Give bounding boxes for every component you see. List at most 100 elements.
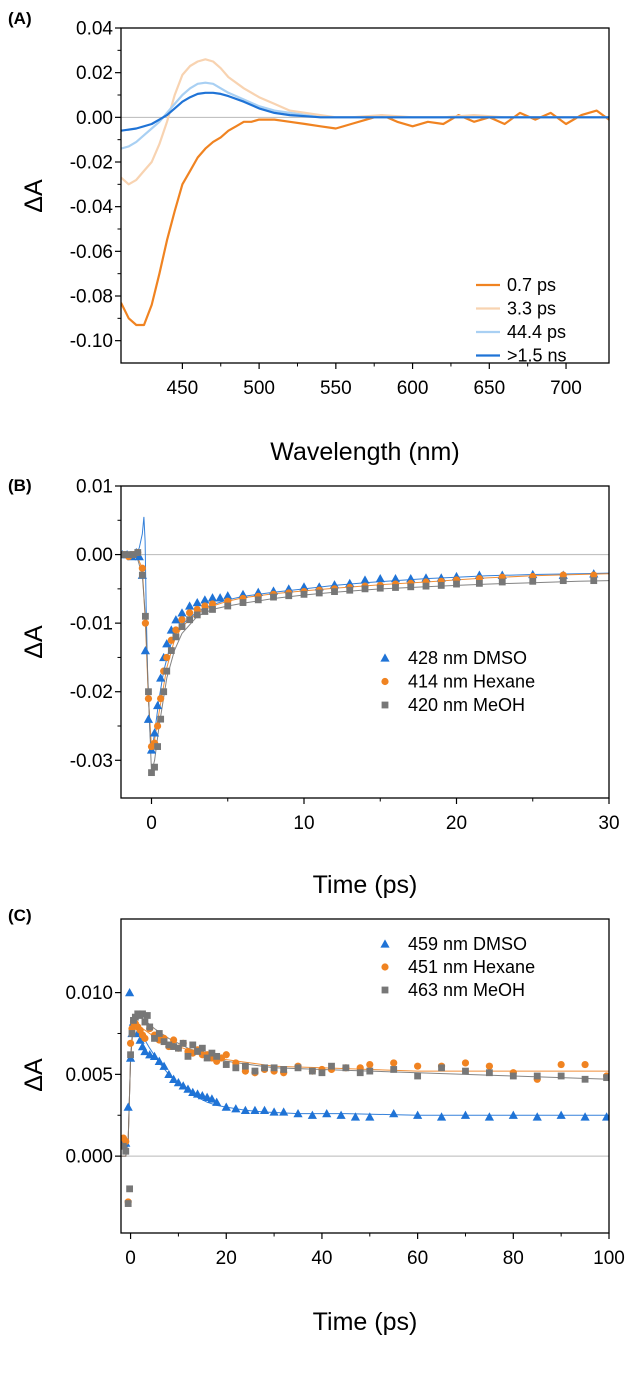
- legend: 0.7 ps 3.3 ps 44.4 ps >1.5 ns: [476, 275, 567, 366]
- data-point-3-14: [146, 1023, 154, 1031]
- data-point-1-16: [159, 1061, 169, 1070]
- data-point-1-47: [532, 1112, 542, 1121]
- data-point-2-28: [222, 1051, 230, 1059]
- plot-frame: [120, 918, 610, 1234]
- data-point-1-21: [207, 593, 218, 602]
- plot-area: [121, 987, 609, 1207]
- data-point-1-30: [240, 1105, 250, 1115]
- data-point-3-25: [285, 592, 293, 600]
- data-point-1-48: [556, 1110, 566, 1119]
- data-point-2-11: [141, 1034, 149, 1042]
- chart-panel-c: 0 20 40 60 80 100 0.010 0.005 0.000 (C) Time (ps) Δ…: [8, 906, 625, 1336]
- data-point-3-10: [154, 743, 161, 750]
- data-point-1-20: [178, 1081, 188, 1090]
- x-axis-title: Time (ps): [313, 1308, 418, 1336]
- data-point-3-33: [261, 1064, 268, 1072]
- legend-marker: [381, 677, 389, 686]
- data-point-1-14: [162, 639, 172, 648]
- data-point-1-19: [173, 1077, 184, 1087]
- legend-label: 414 nm Hexane: [408, 672, 535, 692]
- legend-marker: [381, 986, 389, 994]
- data-point-1-32: [360, 575, 370, 584]
- data-point-3-20: [175, 1044, 182, 1052]
- legend-label: 3.3 ps: [507, 299, 556, 319]
- data-point-1-11: [153, 700, 163, 710]
- y-tick-label: -0.08: [70, 287, 113, 308]
- data-point-1-50: [602, 1112, 609, 1121]
- data-point-1-39: [350, 1112, 361, 1121]
- data-point-2-42: [390, 1059, 398, 1067]
- panel-label: (C): [8, 906, 32, 925]
- data-point-1-17: [177, 608, 187, 617]
- data-point-1-18: [169, 1074, 179, 1083]
- data-point-1-46: [508, 1110, 518, 1119]
- y-tick-label: 0.00: [76, 545, 113, 566]
- y-tick-label: 0.00: [76, 108, 113, 129]
- data-point-3-4: [134, 549, 142, 556]
- data-point-3-40: [559, 577, 567, 585]
- data-point-1-33: [269, 1107, 279, 1116]
- data-point-1-44: [460, 1110, 471, 1119]
- data-point-1-10: [149, 728, 160, 737]
- data-point-3-46: [462, 1067, 469, 1075]
- x-tick-label: 30: [598, 813, 619, 834]
- data-point-3-9: [151, 763, 158, 771]
- data-point-2-15: [172, 626, 180, 634]
- data-point-3-40: [342, 1064, 350, 1072]
- data-point-3-20: [209, 606, 216, 613]
- x-tick-label: 20: [216, 1248, 237, 1269]
- y-tick-label: 0.02: [76, 63, 113, 84]
- data-point-3-28: [331, 588, 338, 595]
- y-tick-label: -0.04: [70, 197, 114, 218]
- fit-line-3: [121, 1016, 609, 1157]
- plot-frame: [120, 27, 610, 364]
- data-point-3-38: [318, 1069, 326, 1077]
- y-tick-label: 0.01: [76, 477, 113, 498]
- data-point-3-30: [232, 1064, 240, 1072]
- data-point-3-2: [125, 551, 133, 558]
- data-point-2-46: [485, 1062, 493, 1070]
- data-point-3-7: [145, 688, 152, 696]
- data-point-3-6: [142, 612, 149, 620]
- data-point-3-42: [366, 1067, 374, 1075]
- data-point-1-42: [413, 1110, 423, 1119]
- legend-label: 428 nm DMSO: [408, 648, 527, 668]
- data-point-1-12: [156, 673, 166, 682]
- data-point-3-41: [590, 577, 598, 585]
- data-point-3-12: [160, 688, 168, 696]
- x-tick-label: 550: [320, 378, 352, 399]
- y-axis-title: ΔA: [20, 1058, 48, 1092]
- data-point-3-26: [300, 590, 308, 598]
- data-point-3-11: [157, 715, 165, 723]
- data-point-2-5: [138, 564, 146, 572]
- chart-panel-a: 450 500 550 600 650 700 0.04 0.02 0.00 -0.02 -0.04…: [8, 9, 610, 466]
- y-tick-label: 0.010: [65, 983, 113, 1004]
- data-point-1-33: [375, 573, 385, 583]
- data-point-1-34: [279, 1107, 289, 1116]
- data-point-2-11: [157, 694, 165, 703]
- legend: 459 nm DMSO 451 nm Hexane 463 nm MeOH: [380, 934, 535, 1000]
- data-point-1-45: [484, 1112, 494, 1121]
- series-line-1: [121, 109, 609, 327]
- data-point-1-35: [406, 573, 416, 583]
- chart-panel-b: 0 10 20 30 0.01 0.00 -0.01 -0.02 -0.03 (B) Time (p…: [8, 476, 620, 899]
- data-point-2-16: [178, 616, 186, 624]
- data-point-3-27: [315, 589, 323, 597]
- data-point-3-36: [294, 1064, 302, 1072]
- data-point-3-32: [392, 584, 399, 591]
- data-point-2-20: [208, 600, 217, 608]
- legend-label: 0.7 ps: [507, 275, 556, 295]
- x-tick-label: 650: [473, 378, 505, 399]
- data-point-1-5: [134, 552, 144, 561]
- x-tick-label: 600: [397, 378, 429, 399]
- data-point-1-29: [231, 1104, 241, 1113]
- data-point-1-35: [293, 1109, 303, 1118]
- legend-marker: [381, 963, 389, 971]
- data-point-3-21: [179, 1039, 187, 1047]
- data-point-1-17: [164, 1069, 174, 1079]
- data-point-3-12: [141, 1018, 149, 1026]
- series-line-2: [121, 58, 609, 186]
- data-point-3-15: [151, 1034, 158, 1042]
- data-point-3-23: [254, 596, 262, 604]
- data-point-3-13: [143, 1012, 151, 1019]
